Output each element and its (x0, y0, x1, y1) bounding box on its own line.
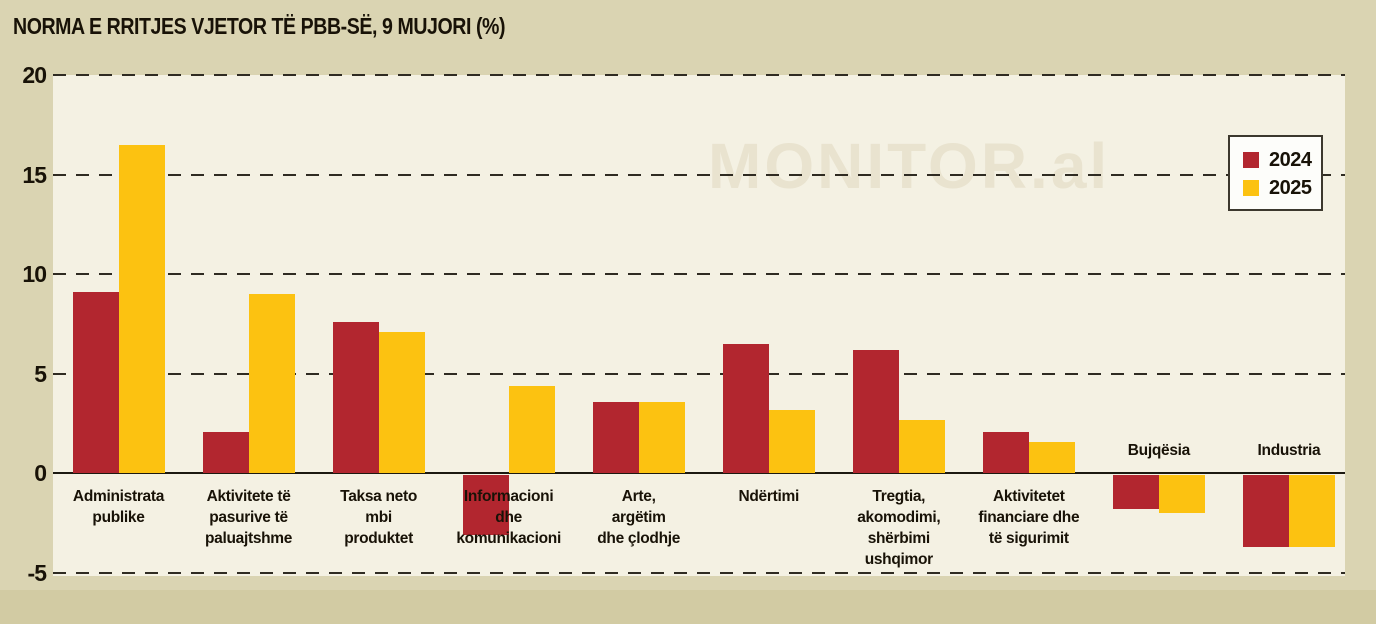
watermark: MONITOR.al (708, 130, 1111, 202)
legend-swatch-2024 (1243, 152, 1259, 168)
category-label-cat10: Industria (1257, 442, 1321, 460)
plot-area: MONITOR.al Administrata publike Aktivitet… (53, 74, 1345, 576)
bar-2025-cat2 (248, 294, 295, 474)
bar-2025-cat10 (1288, 475, 1335, 548)
legend-item-2025: 2025 (1243, 174, 1321, 202)
gridline-10 (53, 273, 1345, 276)
bar-2024-cat9 (1112, 475, 1159, 510)
y-tick-label-20: 20 (22, 62, 47, 88)
gridline-20 (53, 74, 1345, 76)
bar-2024-cat2 (202, 431, 249, 474)
gridline-5 (53, 372, 1345, 375)
bar-2024-cat3 (332, 322, 379, 474)
gridline-15 (53, 173, 1345, 176)
y-tick-label-10: 10 (22, 261, 47, 288)
bar-2025-cat8 (1028, 441, 1075, 474)
y-tick-label-0: 0 (34, 460, 47, 487)
y-tick-label--5: -5 (27, 560, 47, 586)
category-label-cat7: Tregtia, akomodimi, shërbimi ushqimor (857, 488, 941, 569)
legend-swatch-2025 (1243, 180, 1259, 196)
gridline--5 (53, 572, 1345, 574)
bar-2025-cat9 (1158, 475, 1205, 514)
bar-2024-cat1 (72, 292, 119, 474)
category-label-cat1: Administrata publike (72, 488, 165, 527)
category-label-cat6: Ndërtimi (738, 488, 800, 506)
bar-2025-cat3 (378, 331, 425, 474)
bar-2024-cat8 (982, 431, 1029, 474)
bar-2025-cat4 (508, 385, 555, 474)
category-label-cat9: Bujqësia (1127, 442, 1191, 460)
bar-2025-cat7 (898, 419, 945, 474)
bar-2024-cat6 (722, 343, 769, 474)
y-tick-label-15: 15 (22, 161, 47, 188)
category-label-cat4: Informacioni dhe komunikacioni (456, 488, 561, 548)
category-label-cat2: Aktivitete të pasurive të paluajtshme (204, 488, 293, 548)
bar-2024-cat5 (592, 401, 639, 474)
legend-item-2024: 2024 (1243, 146, 1321, 174)
bar-2025-cat1 (118, 144, 165, 474)
legend-label-2024: 2024 (1269, 148, 1312, 171)
legend-label-2025: 2025 (1269, 176, 1312, 199)
chart-title: NORMA E RRITJES VJETOR TË PBB-SË, 9 MUJO… (13, 13, 506, 39)
bar-2025-cat6 (768, 409, 815, 474)
bar-2024-cat7 (852, 349, 899, 474)
bottom-strip (0, 590, 1376, 624)
category-label-cat8: Aktivitetet financiare dhe të sigurimit (978, 488, 1080, 548)
bar-2024-cat4 (462, 475, 509, 536)
legend: 2024 2025 (1228, 135, 1323, 211)
category-label-cat3: Taksa neto mbi produktet (340, 488, 417, 548)
zero-axis-line (53, 472, 1345, 475)
bar-2024-cat10 (1242, 475, 1289, 548)
category-label-cat5: Arte, argëtim dhe çlodhje (597, 488, 681, 548)
y-tick-label-5: 5 (34, 360, 47, 387)
bar-2025-cat5 (638, 401, 685, 474)
